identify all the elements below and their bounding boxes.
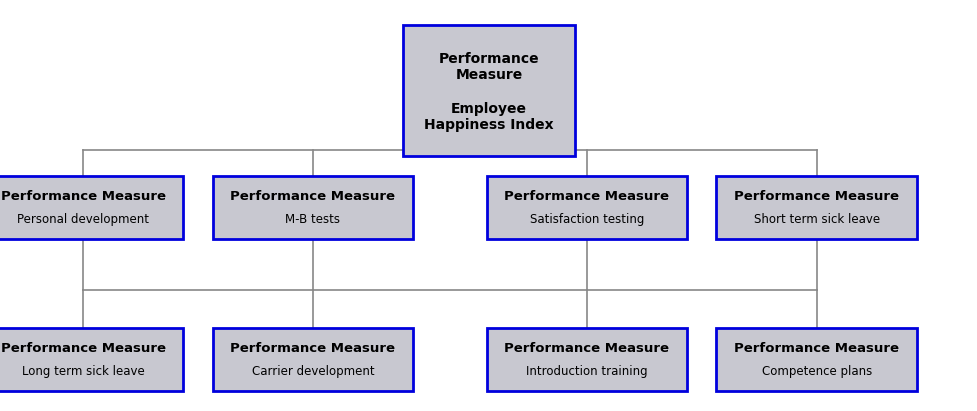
- Text: Performance
Measure: Performance Measure: [439, 52, 538, 82]
- Text: Personal development: Personal development: [18, 212, 149, 226]
- FancyBboxPatch shape: [213, 176, 412, 239]
- Text: Performance Measure: Performance Measure: [231, 189, 395, 203]
- Text: Employee
Happiness Index: Employee Happiness Index: [424, 102, 553, 132]
- Text: Short term sick leave: Short term sick leave: [753, 212, 878, 226]
- Text: Performance Measure: Performance Measure: [1, 189, 165, 203]
- Text: Long term sick leave: Long term sick leave: [21, 365, 145, 378]
- FancyBboxPatch shape: [0, 176, 184, 239]
- FancyBboxPatch shape: [0, 328, 184, 391]
- Text: Performance Measure: Performance Measure: [504, 189, 668, 203]
- FancyBboxPatch shape: [715, 328, 915, 391]
- Text: Performance Measure: Performance Measure: [1, 342, 165, 355]
- Text: Performance Measure: Performance Measure: [734, 342, 898, 355]
- FancyBboxPatch shape: [715, 176, 915, 239]
- FancyBboxPatch shape: [487, 176, 686, 239]
- FancyBboxPatch shape: [403, 25, 573, 156]
- Text: Performance Measure: Performance Measure: [504, 342, 668, 355]
- FancyBboxPatch shape: [487, 328, 686, 391]
- Text: Satisfaction testing: Satisfaction testing: [530, 212, 643, 226]
- Text: Performance Measure: Performance Measure: [734, 189, 898, 203]
- Text: Carrier development: Carrier development: [251, 365, 374, 378]
- Text: M-B tests: M-B tests: [285, 212, 340, 226]
- Text: Competence plans: Competence plans: [761, 365, 871, 378]
- Text: Performance Measure: Performance Measure: [231, 342, 395, 355]
- Text: Introduction training: Introduction training: [526, 365, 647, 378]
- FancyBboxPatch shape: [213, 328, 412, 391]
